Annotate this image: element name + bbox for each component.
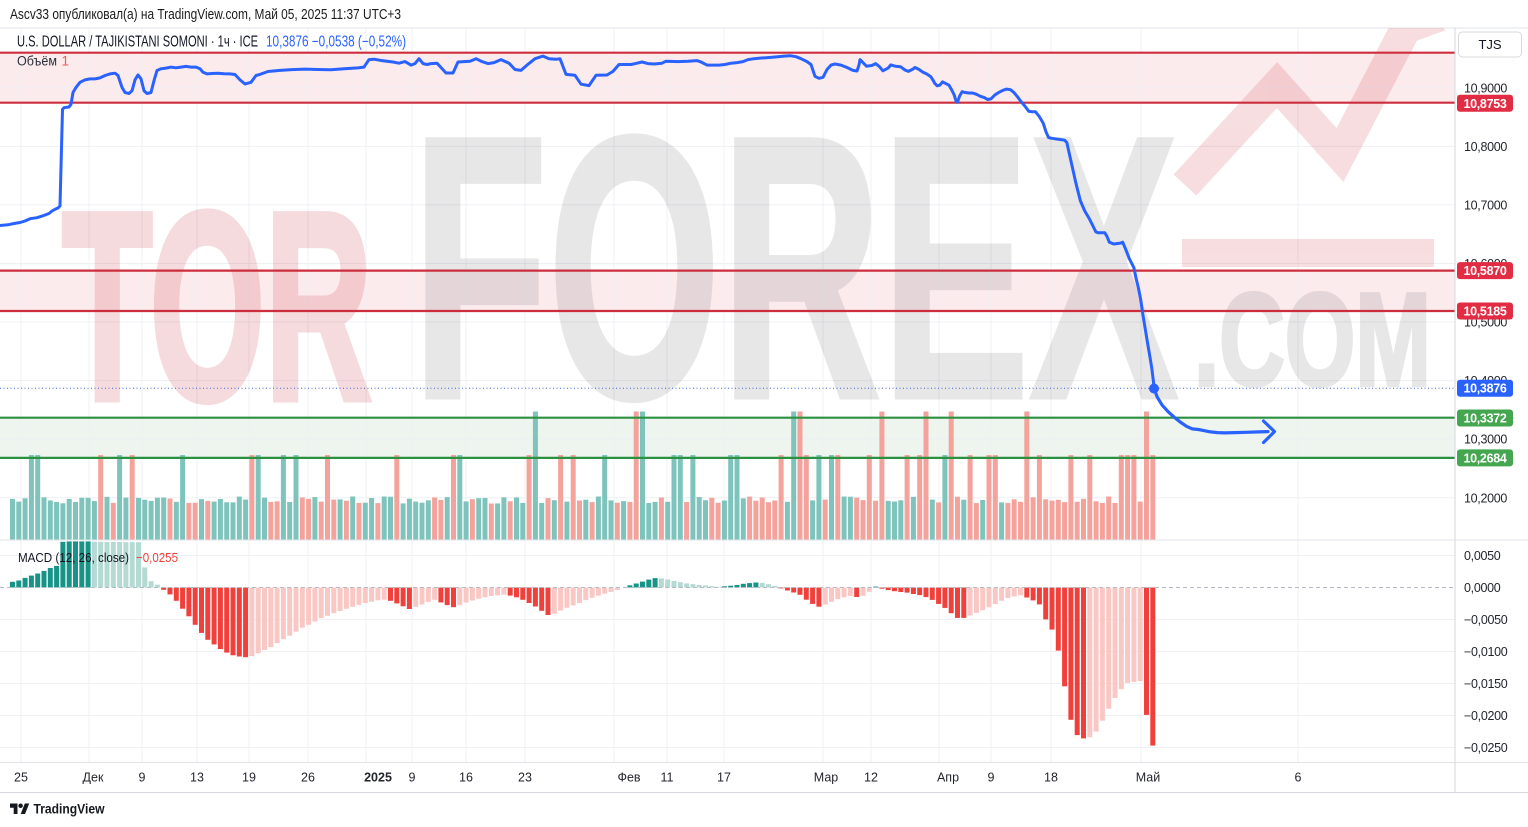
svg-text:26: 26 xyxy=(301,771,315,785)
svg-text:Фев: Фев xyxy=(617,771,640,785)
svg-text:Ascv33 опубликовал(а) на Tradi: Ascv33 опубликовал(а) на TradingView.com… xyxy=(10,7,401,23)
svg-text:10,8000: 10,8000 xyxy=(1464,140,1507,154)
svg-text:TJS: TJS xyxy=(1478,37,1501,52)
svg-text:−0,0200: −0,0200 xyxy=(1464,709,1508,723)
svg-text:19: 19 xyxy=(242,771,256,785)
svg-text:Мар: Мар xyxy=(814,771,839,785)
svg-text:1: 1 xyxy=(62,54,70,69)
svg-text:12: 12 xyxy=(864,771,878,785)
svg-text:9: 9 xyxy=(988,771,995,785)
svg-text:10,5185: 10,5185 xyxy=(1463,305,1506,319)
svg-text:10,3000: 10,3000 xyxy=(1464,433,1507,447)
svg-text:11: 11 xyxy=(661,771,674,785)
svg-text:−0,0250: −0,0250 xyxy=(1464,741,1508,755)
svg-text:10,2000: 10,2000 xyxy=(1464,491,1507,505)
svg-text:2025: 2025 xyxy=(364,771,392,785)
svg-text:10,7000: 10,7000 xyxy=(1464,198,1507,212)
svg-text:FOREX: FOREX xyxy=(412,59,1179,477)
svg-text:−0,0100: −0,0100 xyxy=(1464,645,1508,659)
svg-text:9: 9 xyxy=(139,771,146,785)
svg-text:13: 13 xyxy=(190,771,204,785)
svg-text:10,3876 −0,0538 (−0,52%): 10,3876 −0,0538 (−0,52%) xyxy=(266,34,406,51)
svg-text:9: 9 xyxy=(409,771,416,785)
svg-text:.COM: .COM xyxy=(1194,266,1431,413)
svg-text:0,0000: 0,0000 xyxy=(1464,581,1501,595)
svg-text:MACD (12, 26, close): MACD (12, 26, close) xyxy=(18,550,129,565)
svg-text:18: 18 xyxy=(1044,771,1058,785)
svg-text:U.S. DOLLAR / TAJIKISTANI SOMO: U.S. DOLLAR / TAJIKISTANI SOMONI · 1ч · … xyxy=(17,34,258,51)
svg-text:10,3876: 10,3876 xyxy=(1463,382,1506,396)
svg-text:−0,0150: −0,0150 xyxy=(1464,677,1508,691)
svg-text:−0,0050: −0,0050 xyxy=(1464,613,1508,627)
svg-text:10,5870: 10,5870 xyxy=(1463,264,1506,278)
svg-text:17: 17 xyxy=(717,771,731,785)
svg-text:TradingView: TradingView xyxy=(34,801,105,817)
svg-text:Май: Май xyxy=(1136,771,1161,785)
svg-text:TOR: TOR xyxy=(62,156,372,456)
svg-text:−0,0255: −0,0255 xyxy=(136,550,178,565)
svg-text:10,2684: 10,2684 xyxy=(1463,451,1506,465)
svg-text:23: 23 xyxy=(518,771,532,785)
svg-text:25: 25 xyxy=(14,771,28,785)
svg-text:10,9000: 10,9000 xyxy=(1464,81,1507,95)
svg-text:10,3372: 10,3372 xyxy=(1463,412,1506,426)
svg-text:0,0050: 0,0050 xyxy=(1464,549,1501,563)
svg-text:6: 6 xyxy=(1295,771,1302,785)
svg-text:Объём: Объём xyxy=(17,54,57,69)
svg-text:Апр: Апр xyxy=(937,771,959,785)
svg-text:16: 16 xyxy=(459,771,473,785)
svg-text:Дек: Дек xyxy=(83,771,104,785)
svg-text:10,8753: 10,8753 xyxy=(1463,97,1506,111)
